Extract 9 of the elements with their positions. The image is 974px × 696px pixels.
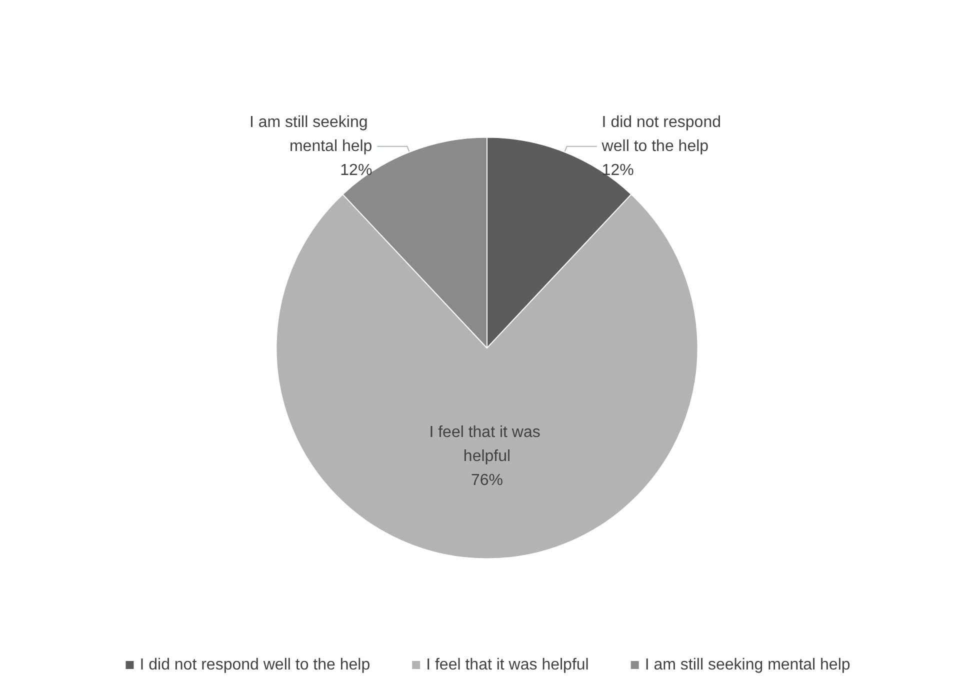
- legend-label: I feel that it was helpful: [426, 656, 589, 674]
- legend-label: I am still seeking mental help: [644, 656, 850, 674]
- slice-label: I am still seeking mental help: [249, 114, 372, 155]
- slice-label: I did not respond well to the help: [600, 114, 726, 155]
- legend-label: I did not respond well to the help: [140, 656, 370, 674]
- data-label: 76%: [470, 472, 504, 489]
- data-label: 12%: [602, 162, 634, 179]
- slice-label: I feel that it was helpful: [429, 424, 545, 465]
- data-label: 12%: [340, 162, 372, 179]
